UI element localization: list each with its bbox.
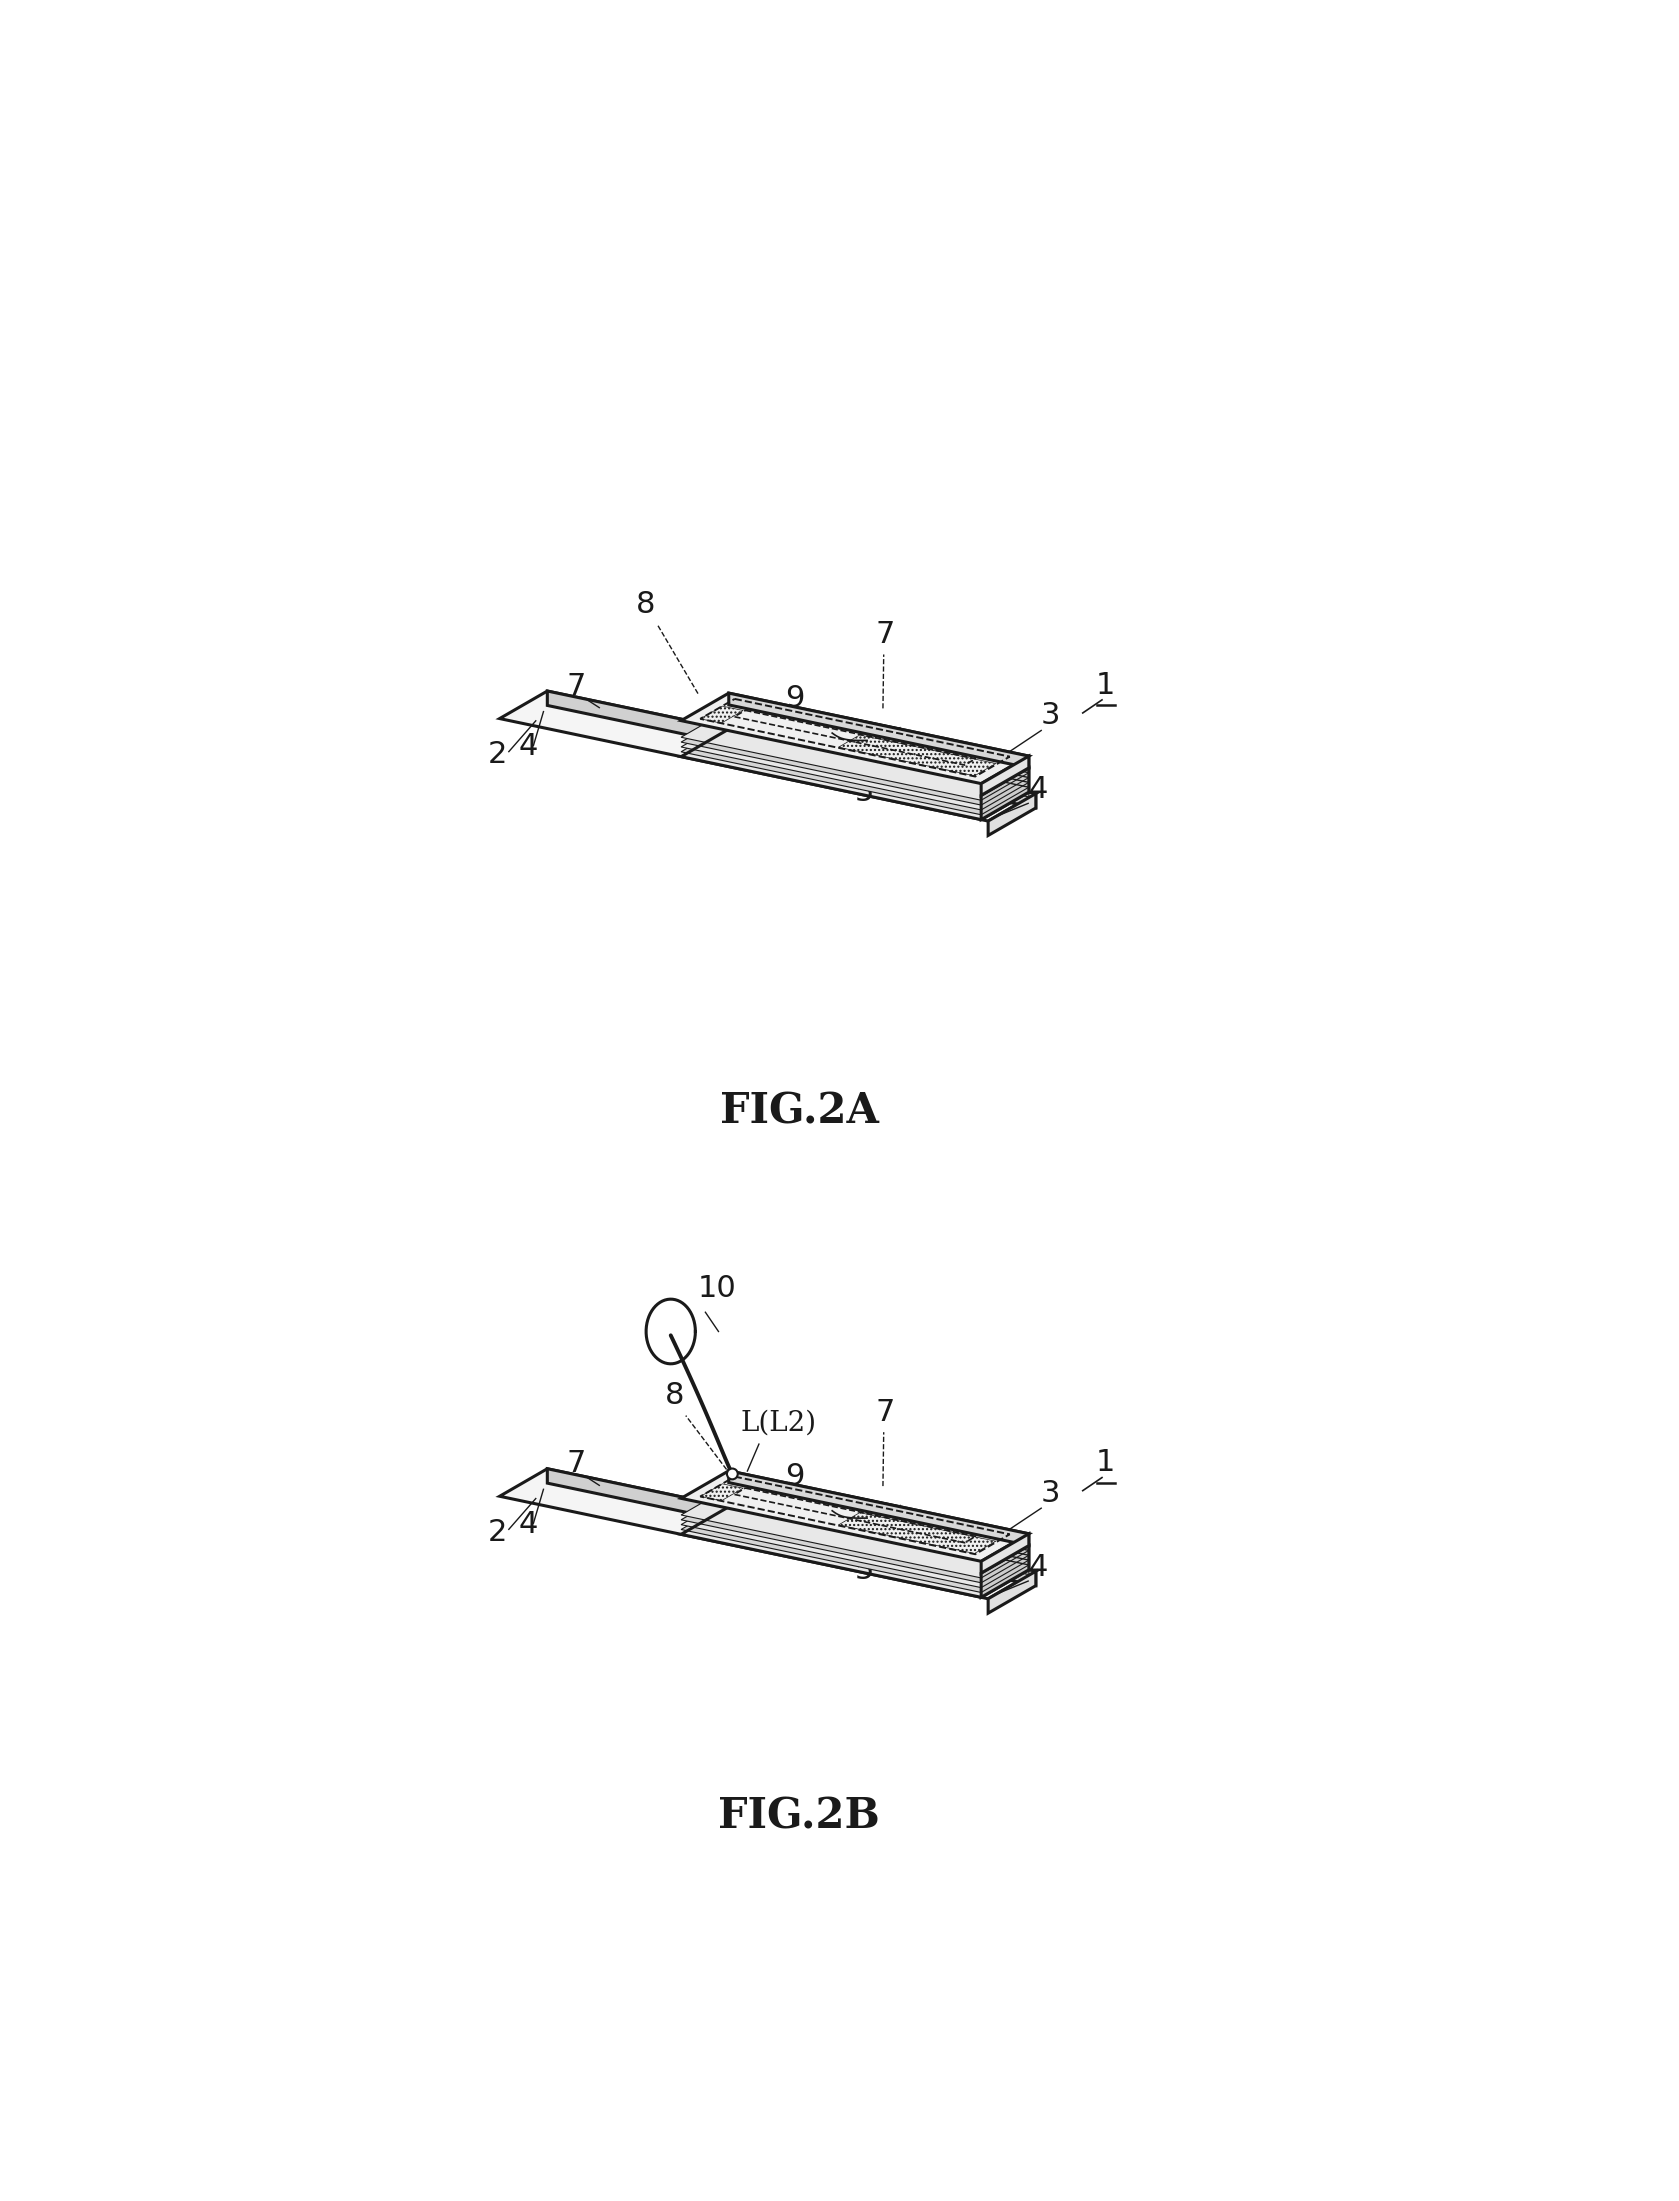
Text: 10: 10 — [697, 1274, 737, 1303]
Text: FIG.2A: FIG.2A — [720, 1092, 878, 1134]
Polygon shape — [500, 691, 1036, 821]
Polygon shape — [846, 1497, 898, 1527]
Text: 7: 7 — [566, 671, 586, 700]
Text: 6: 6 — [920, 768, 939, 797]
Polygon shape — [682, 720, 1029, 810]
Polygon shape — [729, 1470, 1029, 1545]
Polygon shape — [729, 709, 1029, 777]
Text: 7: 7 — [875, 1398, 895, 1426]
Polygon shape — [729, 1483, 1029, 1569]
Polygon shape — [989, 1572, 1036, 1613]
Text: 7: 7 — [875, 621, 895, 649]
Polygon shape — [682, 1501, 1029, 1594]
Text: 6: 6 — [920, 1545, 939, 1574]
Text: 4: 4 — [1029, 775, 1048, 803]
Polygon shape — [682, 693, 1029, 784]
Text: 1: 1 — [1096, 671, 1115, 700]
Polygon shape — [729, 720, 1029, 788]
Polygon shape — [682, 1492, 1029, 1583]
Polygon shape — [826, 718, 898, 742]
Polygon shape — [729, 1508, 1029, 1574]
Polygon shape — [826, 1497, 898, 1519]
Polygon shape — [729, 1488, 1029, 1556]
Polygon shape — [878, 1508, 898, 1538]
Polygon shape — [646, 1299, 695, 1365]
Text: 8: 8 — [665, 1380, 683, 1411]
Text: 7: 7 — [566, 1448, 586, 1479]
Text: 3: 3 — [1041, 702, 1059, 731]
Text: 2: 2 — [487, 1519, 507, 1547]
Polygon shape — [981, 1545, 1029, 1598]
Polygon shape — [981, 757, 1029, 795]
Polygon shape — [729, 715, 1029, 781]
Polygon shape — [547, 1468, 1036, 1585]
Polygon shape — [729, 1501, 1029, 1569]
Polygon shape — [682, 715, 1029, 806]
Polygon shape — [729, 724, 1029, 792]
Polygon shape — [729, 729, 1029, 797]
Polygon shape — [981, 768, 1029, 819]
Polygon shape — [682, 729, 1029, 819]
Polygon shape — [682, 1470, 1029, 1561]
Text: 4: 4 — [519, 1510, 537, 1538]
Polygon shape — [729, 693, 1029, 768]
Text: 2: 2 — [487, 740, 507, 768]
Polygon shape — [729, 1497, 1029, 1565]
Polygon shape — [500, 1468, 1036, 1598]
Polygon shape — [981, 1534, 1029, 1574]
Text: 1: 1 — [1096, 1448, 1115, 1477]
Text: 5: 5 — [855, 1556, 875, 1585]
Polygon shape — [547, 691, 1036, 808]
Text: L(L2): L(L2) — [740, 1411, 816, 1437]
Text: 4: 4 — [519, 733, 537, 762]
Polygon shape — [682, 1497, 1029, 1587]
Polygon shape — [878, 729, 898, 762]
Polygon shape — [729, 1492, 1029, 1561]
Text: 9: 9 — [786, 685, 804, 713]
Text: 8: 8 — [636, 590, 655, 618]
Text: 4: 4 — [1029, 1552, 1048, 1583]
Polygon shape — [989, 795, 1036, 836]
Polygon shape — [729, 704, 1029, 792]
Polygon shape — [682, 1508, 1029, 1598]
Ellipse shape — [727, 1468, 737, 1479]
Text: FIG.2B: FIG.2B — [719, 1796, 880, 1838]
Polygon shape — [682, 709, 1029, 801]
Text: 9: 9 — [786, 1461, 804, 1490]
Text: 3: 3 — [1041, 1479, 1059, 1508]
Polygon shape — [682, 1488, 1029, 1578]
Polygon shape — [682, 724, 1029, 814]
Polygon shape — [846, 718, 898, 748]
Text: 5: 5 — [855, 779, 875, 808]
